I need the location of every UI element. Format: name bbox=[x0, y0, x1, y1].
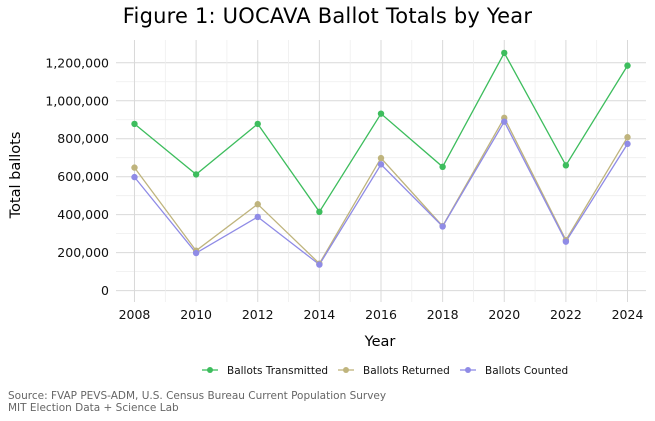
gridlines bbox=[116, 40, 646, 302]
x-axis-title: Year bbox=[364, 334, 396, 350]
data-point bbox=[377, 161, 385, 168]
data-point bbox=[316, 208, 323, 216]
chart-title: Figure 1: UOCAVA Ballot Totals by Year bbox=[122, 4, 533, 28]
legend-label: Ballots Returned bbox=[363, 365, 450, 377]
x-tick-label: 2016 bbox=[365, 307, 397, 322]
data-point bbox=[624, 140, 631, 148]
x-tick-label: 2010 bbox=[180, 307, 212, 322]
legend-swatch-point bbox=[465, 367, 471, 373]
y-axis-title: Total ballots bbox=[8, 132, 24, 220]
x-tick-label: 2024 bbox=[612, 307, 644, 322]
data-point bbox=[131, 173, 138, 181]
data-point bbox=[501, 49, 508, 57]
legend-swatch-point bbox=[343, 367, 349, 373]
data-point bbox=[131, 120, 138, 128]
legend-label: Ballots Transmitted bbox=[227, 365, 328, 377]
data-point bbox=[131, 164, 138, 171]
legend: Ballots Transmitted Ballots Returned Ballo… bbox=[202, 365, 568, 377]
x-tick-label: 2018 bbox=[427, 307, 459, 322]
data-point bbox=[501, 118, 508, 125]
source-line: Source: FVAP PEVS-ADM, U.S. Census Burea… bbox=[8, 390, 387, 402]
data-point bbox=[192, 171, 200, 178]
data-point bbox=[377, 154, 385, 162]
data-point bbox=[624, 134, 631, 141]
data-point bbox=[439, 223, 446, 230]
source-note: Source: FVAP PEVS-ADM, U.S. Census Burea… bbox=[8, 390, 386, 414]
y-tick-label: 800,000 bbox=[57, 131, 109, 146]
series-points bbox=[131, 49, 631, 268]
data-point bbox=[192, 249, 200, 257]
y-tick-labels: 0 200,000 400,000 600,000 800,000 1,000,000 1,… bbox=[45, 55, 109, 298]
y-tick-label: 200,000 bbox=[57, 245, 109, 260]
data-point bbox=[562, 162, 570, 169]
data-point bbox=[624, 62, 631, 69]
x-tick-labels: 2008 2010 2012 2014 2016 2018 2020 2022 2024 bbox=[119, 307, 644, 322]
x-tick-label: 2008 bbox=[119, 307, 151, 322]
legend-swatch-point bbox=[207, 367, 213, 373]
data-point bbox=[377, 110, 385, 117]
y-tick-label: 400,000 bbox=[57, 207, 109, 222]
x-tick-label: 2020 bbox=[488, 307, 520, 322]
x-tick-label: 2014 bbox=[303, 307, 335, 322]
y-tick-label: 1,200,000 bbox=[45, 55, 109, 70]
source-line: MIT Election Data + Science Lab bbox=[8, 402, 179, 414]
y-tick-label: 1,000,000 bbox=[45, 93, 109, 108]
data-point bbox=[254, 213, 261, 221]
y-tick-label: 0 bbox=[101, 283, 109, 298]
y-tick-label: 600,000 bbox=[57, 169, 109, 184]
data-point bbox=[439, 163, 446, 171]
x-tick-label: 2012 bbox=[242, 307, 274, 322]
data-point bbox=[254, 201, 261, 208]
x-tick-label: 2022 bbox=[550, 307, 582, 322]
data-point bbox=[254, 120, 261, 128]
legend-label: Ballots Counted bbox=[485, 365, 568, 377]
data-point bbox=[562, 238, 570, 245]
data-point bbox=[316, 261, 323, 268]
